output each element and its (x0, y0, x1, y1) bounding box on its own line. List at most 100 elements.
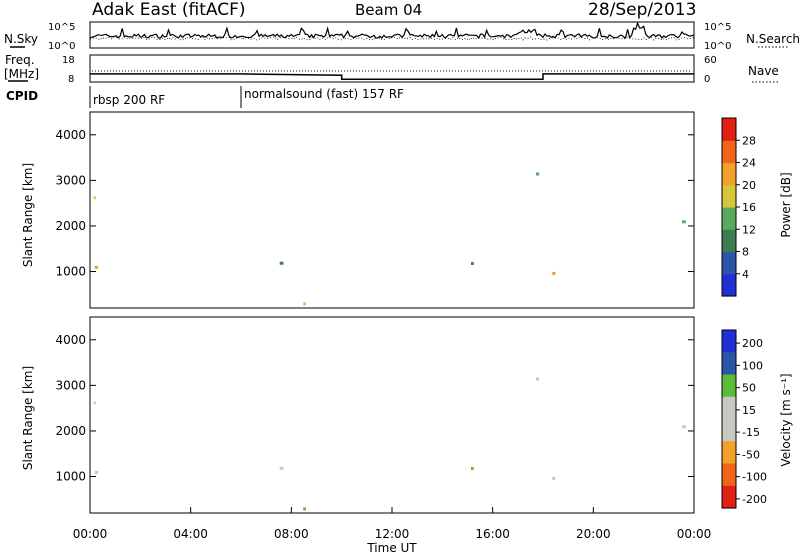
velocity-colorbar-tick-label: -15 (742, 426, 760, 439)
velocity-echo (279, 466, 284, 470)
velocity-y-tick-label: 4000 (55, 333, 86, 347)
power-colorbar-segment (722, 184, 736, 208)
power-colorbar-tick-label: 28 (742, 134, 756, 147)
power-colorbar-segment (722, 251, 736, 275)
velocity-y-tick-label: 2000 (55, 424, 86, 438)
power-ylabel: Slant Range [km] (21, 163, 35, 267)
velocity-colorbar-label: Velocity [m s⁻¹] (779, 373, 793, 466)
beam-title: Beam 04 (355, 1, 422, 19)
velocity-xticks: 00:00 04:00 08:00 12:00 16:00 20:00 00:00 (73, 507, 712, 541)
power-colorbar-segment (722, 118, 736, 141)
power-colorbar-label: Power [dB] (779, 172, 793, 237)
cpid-segment-1: rbsp 200 RF (93, 93, 165, 107)
noise-panel: 10^5 10^0 10^5 10^0 (48, 21, 731, 52)
velocity-colorbar-tick-label: -100 (742, 471, 767, 484)
power-colorbar-segment (722, 229, 736, 253)
power-echo (682, 220, 686, 224)
power-colorbar-segment (722, 140, 736, 164)
power-panel: 1000 2000 3000 4000 Slant Range [km] 4 8 12 16… (21, 111, 793, 309)
power-echo (94, 265, 99, 269)
velocity-colorbar-segment (722, 463, 736, 487)
power-colorbar-tick-label: 20 (742, 179, 756, 192)
velocity-x-tick-label: 20:00 (576, 527, 611, 541)
power-colorbar-tick-label: 8 (742, 246, 749, 259)
velocity-x-tick-label: 04:00 (173, 527, 208, 541)
velocity-colorbar-tick-label: 50 (742, 382, 756, 395)
velocity-echo (94, 470, 99, 474)
velocity-y-tick-label: 1000 (55, 470, 86, 484)
power-colorbar-tick-label: 12 (742, 223, 756, 236)
freq-axis-right-top: 60 (704, 55, 717, 66)
freq-trace (90, 73, 694, 81)
power-colorbar-segment (722, 162, 736, 186)
power-y-tick-label: 1000 (55, 265, 86, 279)
power-echo (552, 271, 556, 275)
velocity-x-tick-label: 08:00 (274, 527, 309, 541)
velocity-panel: 1000 2000 3000 4000 00:00 04:00 08:00 12:00 16:… (21, 316, 793, 555)
freq-label-2: [MHz] (4, 67, 39, 81)
velocity-colorbar-tick-label: -50 (742, 448, 760, 461)
freq-axis-right-bottom: 0 (704, 74, 710, 85)
velocity-echo (471, 467, 474, 470)
power-y-tick-label: 4000 (55, 128, 86, 142)
velocity-echo (536, 377, 540, 381)
velocity-colorbar-tick-label: 15 (742, 404, 756, 417)
cpid-label: CPID (6, 89, 38, 103)
velocity-colorbar-segment (722, 396, 736, 420)
power-y-tick-label: 2000 (55, 219, 86, 233)
velocity-colorbar-tick-label: -200 (742, 493, 767, 506)
velocity-x-tick-label: 00:00 (73, 527, 108, 541)
nsky-label: N.Sky (4, 32, 38, 46)
power-echo (93, 196, 96, 200)
velocity-y-tick-label: 3000 (55, 378, 86, 392)
velocity-yticks: 1000 2000 3000 4000 (55, 333, 694, 484)
power-yticks: 1000 2000 3000 4000 (55, 128, 694, 279)
velocity-ylabel: Slant Range [km] (21, 366, 35, 470)
date-title: 28/Sep/2013 (588, 0, 696, 20)
velocity-colorbar-segment (722, 485, 736, 509)
freq-label-1: Freq. (5, 53, 35, 67)
power-colorbar-tick-label: 24 (742, 157, 756, 170)
noise-axis-left-bottom: 10^0 (48, 41, 75, 52)
velocity-data-layer (93, 377, 686, 511)
power-colorbar-tick-label: 4 (742, 268, 749, 281)
velocity-colorbar: 200 100 50 15 -15 -50 -100 -200 Velocity [m s⁻¹… (721, 329, 793, 509)
station-title: Adak East (fitACF) (92, 0, 246, 20)
velocity-colorbar-segment (722, 352, 736, 376)
power-colorbar-segment (722, 207, 736, 230)
power-data-layer (93, 172, 686, 306)
velocity-x-tick-label: 12:00 (375, 527, 410, 541)
velocity-echo (93, 401, 96, 405)
cpid-segment-2: normalsound (fast) 157 RF (244, 87, 404, 101)
power-echo (536, 172, 540, 176)
power-echo (279, 261, 284, 265)
nave-label: Nave (748, 64, 779, 78)
noise-axis-right-bottom: 10^0 (704, 41, 731, 52)
noise-axis-right-top: 10^5 (704, 22, 731, 33)
power-echo (303, 302, 306, 306)
velocity-echo (682, 425, 686, 429)
nsky-trace (89, 21, 695, 40)
velocity-xlabel: Time UT (366, 541, 417, 554)
power-colorbar: 4 8 12 16 20 24 28 Power [dB] (721, 117, 793, 297)
nsearch-label: N.Search (746, 32, 800, 46)
freq-axis-left-top: 18 (62, 55, 75, 66)
velocity-colorbar-segment (722, 330, 736, 353)
cpid-row: rbsp 200 RF normalsound (fast) 157 RF (89, 86, 404, 108)
power-colorbar-tick-label: 16 (742, 201, 756, 214)
velocity-colorbar-segment (722, 419, 736, 442)
power-y-tick-label: 3000 (55, 173, 86, 187)
velocity-x-tick-label: 16:00 (475, 527, 510, 541)
freq-panel: 18 8 60 0 (62, 54, 717, 85)
power-colorbar-segment (722, 273, 736, 297)
velocity-colorbar-tick-label: 100 (742, 359, 763, 372)
velocity-echo (303, 507, 306, 511)
velocity-colorbar-segment (722, 441, 736, 465)
freq-axis-left-bottom: 8 (68, 74, 74, 85)
velocity-colorbar-segment (722, 374, 736, 398)
noise-axis-left-top: 10^5 (48, 22, 75, 33)
velocity-x-tick-label: 00:00 (677, 527, 712, 541)
velocity-colorbar-tick-label: 200 (742, 337, 763, 350)
power-echo (471, 262, 474, 265)
